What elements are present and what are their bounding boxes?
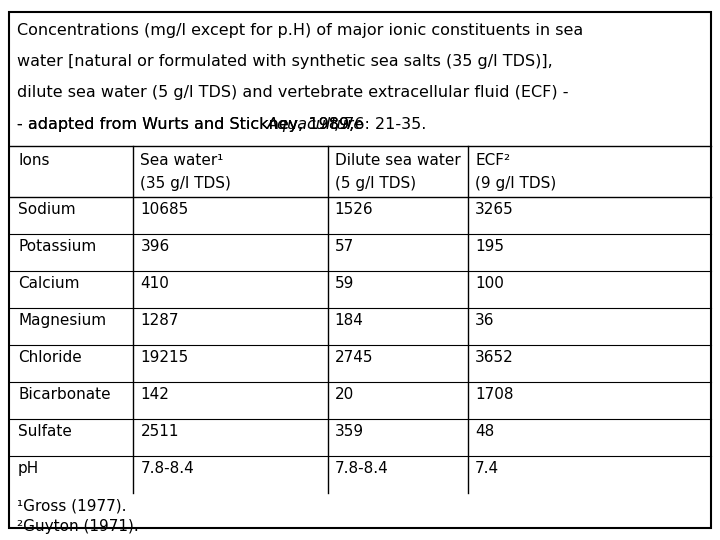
- Text: - adapted from Wurts and Stickney, 1989,: - adapted from Wurts and Stickney, 1989,: [17, 117, 359, 132]
- Text: dilute sea water (5 g/l TDS) and vertebrate extracellular fluid (ECF) -: dilute sea water (5 g/l TDS) and vertebr…: [17, 85, 568, 100]
- Text: Potassium: Potassium: [18, 240, 96, 254]
- Text: 20: 20: [335, 388, 354, 402]
- Text: 1287: 1287: [140, 313, 179, 328]
- Text: 195: 195: [475, 240, 504, 254]
- Text: Sea water¹: Sea water¹: [140, 153, 224, 168]
- Text: Dilute sea water: Dilute sea water: [335, 153, 461, 168]
- Text: 57: 57: [335, 240, 354, 254]
- Text: pH: pH: [18, 461, 40, 476]
- Text: 3265: 3265: [475, 202, 514, 218]
- Text: 7.8-8.4: 7.8-8.4: [140, 461, 194, 476]
- Text: 7.8-8.4: 7.8-8.4: [335, 461, 389, 476]
- Text: ¹Gross (1977).: ¹Gross (1977).: [17, 498, 126, 514]
- Text: ²Guyton (1971).: ²Guyton (1971).: [17, 519, 138, 534]
- Text: 2511: 2511: [140, 424, 179, 440]
- Text: 19215: 19215: [140, 350, 189, 366]
- Text: 36: 36: [475, 313, 495, 328]
- Text: , 76: 21-35.: , 76: 21-35.: [334, 117, 426, 132]
- Text: (35 g/l TDS): (35 g/l TDS): [140, 176, 231, 191]
- Text: Calcium: Calcium: [18, 276, 79, 292]
- Text: Sodium: Sodium: [18, 202, 76, 218]
- Text: water [natural or formulated with synthetic sea salts (35 g/l TDS)],: water [natural or formulated with synthe…: [17, 54, 552, 69]
- Text: Aquaculture: Aquaculture: [266, 117, 364, 132]
- Text: 184: 184: [335, 313, 364, 328]
- Text: 410: 410: [140, 276, 169, 292]
- Text: 359: 359: [335, 424, 364, 440]
- Text: Concentrations (mg/l except for p.H) of major ionic constituents in sea: Concentrations (mg/l except for p.H) of …: [17, 23, 582, 38]
- Text: ECF²: ECF²: [475, 153, 510, 168]
- Text: 10685: 10685: [140, 202, 189, 218]
- Text: 100: 100: [475, 276, 504, 292]
- Text: 1708: 1708: [475, 388, 513, 402]
- Text: 48: 48: [475, 424, 495, 440]
- Text: Ions: Ions: [18, 153, 50, 168]
- Text: - adapted from Wurts and Stickney, 1989,: - adapted from Wurts and Stickney, 1989,: [17, 117, 359, 132]
- Text: 1526: 1526: [335, 202, 374, 218]
- Text: 3652: 3652: [475, 350, 514, 366]
- Text: (5 g/l TDS): (5 g/l TDS): [335, 176, 416, 191]
- Text: Bicarbonate: Bicarbonate: [18, 388, 111, 402]
- Text: 59: 59: [335, 276, 354, 292]
- Text: Chloride: Chloride: [18, 350, 82, 366]
- Text: 142: 142: [140, 388, 169, 402]
- Text: 396: 396: [140, 240, 170, 254]
- Text: Magnesium: Magnesium: [18, 313, 106, 328]
- Text: 2745: 2745: [335, 350, 373, 366]
- Text: 7.4: 7.4: [475, 461, 500, 476]
- Text: Sulfate: Sulfate: [18, 424, 72, 440]
- Text: (9 g/l TDS): (9 g/l TDS): [475, 176, 557, 191]
